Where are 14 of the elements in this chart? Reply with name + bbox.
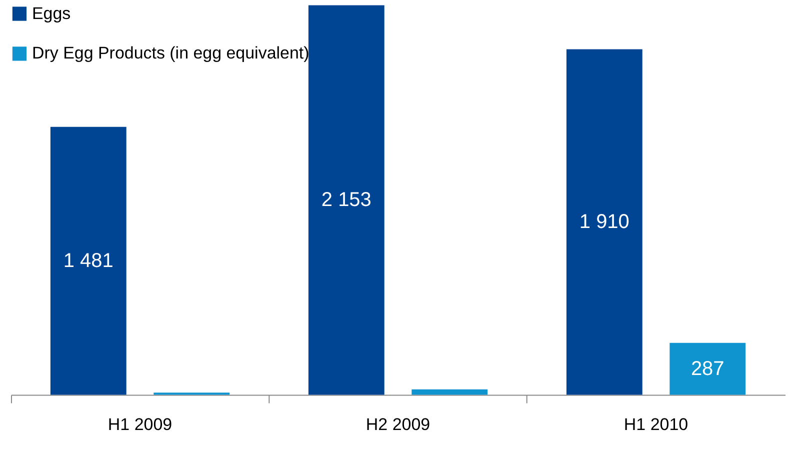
bar (670, 342, 746, 395)
x-tick-label: H1 2010 (624, 415, 688, 434)
data-label: 287 (690, 358, 724, 380)
bar (566, 49, 642, 395)
x-tick-label: H1 2009 (108, 415, 172, 434)
legend-label: Eggs (32, 4, 71, 23)
x-tick-label: H2 2009 (366, 415, 430, 434)
data-label: 1 481 (63, 250, 114, 272)
bar (50, 126, 126, 395)
bar (308, 5, 384, 395)
data-label: 2 153 (321, 189, 372, 212)
legend-label: Dry Egg Products (in egg equivalent) (32, 44, 310, 63)
data-label: 1 910 (579, 210, 630, 233)
bar (412, 389, 488, 395)
